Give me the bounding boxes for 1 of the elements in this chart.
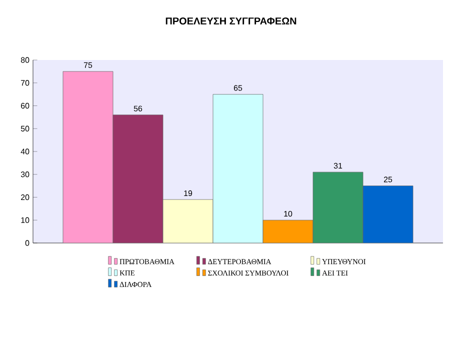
chart-title: ΠΡΟΕΛΕΥΣΗ ΣΥΓΓΡΑΦΕΩΝ	[166, 17, 296, 25]
